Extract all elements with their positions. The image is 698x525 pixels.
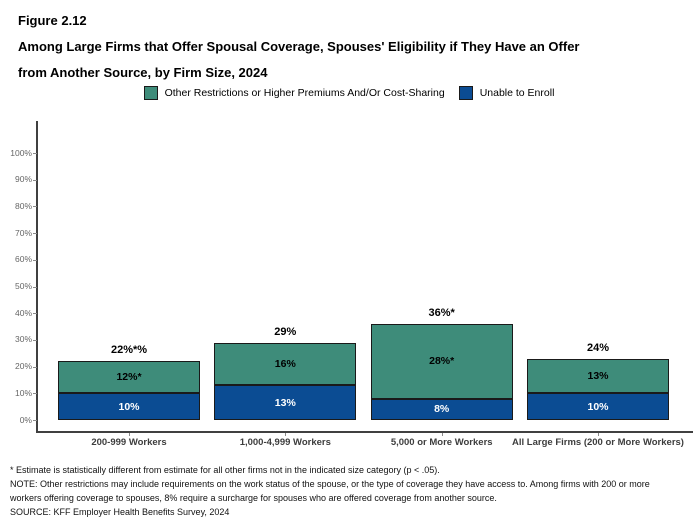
- figure-title-line2: from Another Source, by Firm Size, 2024: [18, 65, 268, 80]
- y-axis-tick: [33, 179, 37, 181]
- x-axis-category-label: 5,000 or More Workers: [390, 437, 493, 448]
- bar-total-label: 36%*: [428, 306, 455, 319]
- y-axis-line: [36, 121, 38, 433]
- y-axis-tick-label: 70%: [14, 227, 32, 238]
- y-axis-tick-label: 60%: [14, 254, 32, 265]
- y-axis-tick: [33, 313, 37, 315]
- y-axis-tick-label: 20%: [14, 361, 32, 372]
- figure-number: Figure 2.12: [18, 13, 87, 28]
- bar-segment-unable-to-enroll: 13%: [214, 385, 357, 420]
- legend-item-unable-to-enroll: Unable to Enroll: [458, 86, 555, 100]
- bar-segment-other-restrictions-or-higher-premiums-and-or-cost-sharing: 13%: [527, 358, 669, 394]
- y-axis-tick-label: 10%: [14, 387, 32, 398]
- y-axis-tick: [33, 339, 37, 341]
- y-axis-tick: [33, 420, 37, 421]
- figure-title: Among Large Firms that Offer Spousal Cov…: [18, 34, 580, 86]
- x-axis-tick: [285, 433, 287, 436]
- stacked-bar-chart: 0% 10% 20% 30% 40% 50% 60% 70% 80% 90% 100% 10% 12%*…: [0, 120, 698, 465]
- bar-segment-other-restrictions-or-higher-premiums-and-or-cost-sharing: 16%: [214, 342, 357, 386]
- figure-title-line1: Among Large Firms that Offer Spousal Cov…: [18, 39, 580, 54]
- y-axis-tick-label: 90%: [14, 174, 32, 185]
- y-axis-tick-label: 30%: [14, 334, 32, 345]
- legend-label-other-restrictions: Other Restrictions or Higher Premiums An…: [164, 87, 445, 99]
- bar-segment-other-restrictions-or-higher-premiums-and-or-cost-sharing: 28%*: [370, 323, 513, 399]
- x-axis-tick: [598, 433, 599, 436]
- footnote-significance: * Estimate is statistically different fr…: [10, 465, 440, 475]
- y-axis-tick-label: 80%: [14, 200, 32, 211]
- footnote-source: SOURCE: KFF Employer Health Benefits Sur…: [10, 507, 230, 517]
- x-axis-category-label: 200-999 Workers: [91, 437, 167, 448]
- x-axis-tick: [441, 433, 443, 436]
- x-axis-line: [36, 431, 693, 433]
- legend-swatch-green: [143, 86, 158, 100]
- bar-total-label: 22%*%: [110, 344, 148, 357]
- y-axis-tick: [33, 393, 37, 395]
- chart-legend: Other Restrictions or Higher Premiums An…: [0, 86, 698, 100]
- legend-label-unable-to-enroll: Unable to Enroll: [479, 87, 555, 99]
- y-axis-tick: [33, 153, 37, 154]
- y-axis-tick: [33, 259, 37, 261]
- footnote-note: NOTE: Other restrictions may include req…: [10, 479, 650, 503]
- y-axis-tick-label: 100%: [10, 147, 32, 158]
- legend-swatch-blue: [458, 86, 473, 100]
- bar-segment-unable-to-enroll: 10%: [58, 393, 200, 420]
- y-axis-tick: [33, 366, 37, 368]
- x-axis-category-label: 1,000-4,999 Workers: [239, 437, 331, 448]
- y-axis-tick-label: 50%: [14, 281, 32, 291]
- bar-segment-other-restrictions-or-higher-premiums-and-or-cost-sharing: 12%*: [58, 361, 200, 394]
- footnotes: * Estimate is statistically different fr…: [10, 463, 676, 519]
- y-axis-tick: [33, 286, 37, 288]
- y-axis-tick: [33, 206, 37, 208]
- bar-total-label: 29%: [274, 325, 297, 338]
- y-axis-tick-label: 40%: [14, 307, 32, 318]
- legend-item-other-restrictions: Other Restrictions or Higher Premiums An…: [143, 86, 445, 100]
- bar-segment-unable-to-enroll: 10%: [527, 393, 669, 420]
- y-axis-tick-label: 0%: [19, 414, 32, 425]
- bar-total-label: 24%: [586, 341, 610, 354]
- x-axis-tick: [129, 433, 130, 436]
- bar-segment-unable-to-enroll: 8%: [370, 398, 513, 420]
- y-axis-tick: [33, 233, 37, 235]
- x-axis-category-label: All Large Firms (200 or More Workers): [512, 437, 684, 448]
